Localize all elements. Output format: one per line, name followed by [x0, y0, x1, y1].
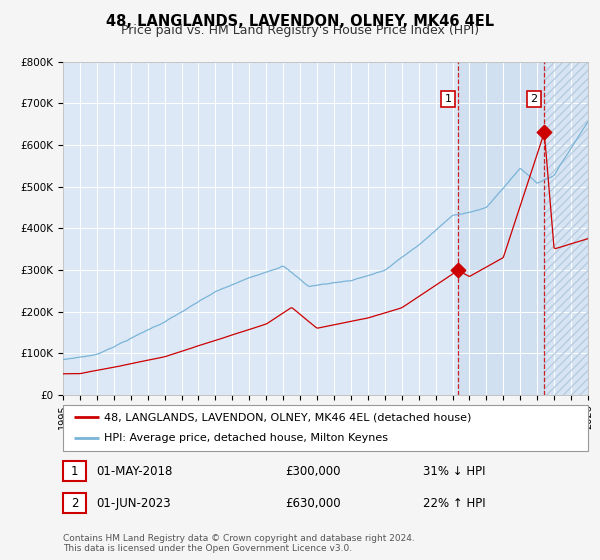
Text: 01-MAY-2018: 01-MAY-2018 — [96, 465, 172, 478]
Text: 2: 2 — [71, 497, 78, 510]
Text: 31% ↓ HPI: 31% ↓ HPI — [423, 465, 485, 478]
Text: 22% ↑ HPI: 22% ↑ HPI — [423, 497, 485, 510]
Point — [454, 265, 463, 274]
Text: Contains HM Land Registry data © Crown copyright and database right 2024.
This d: Contains HM Land Registry data © Crown c… — [63, 534, 415, 553]
Text: 48, LANGLANDS, LAVENDON, OLNEY, MK46 4EL: 48, LANGLANDS, LAVENDON, OLNEY, MK46 4EL — [106, 14, 494, 29]
Text: 1: 1 — [71, 465, 78, 478]
Text: £630,000: £630,000 — [285, 497, 341, 510]
Text: 1: 1 — [445, 94, 451, 104]
Bar — [544, 62, 588, 395]
Text: £300,000: £300,000 — [285, 465, 341, 478]
Text: 2: 2 — [530, 94, 538, 104]
Point — [539, 128, 549, 137]
Text: HPI: Average price, detached house, Milton Keynes: HPI: Average price, detached house, Milt… — [104, 433, 388, 444]
Text: 01-JUN-2023: 01-JUN-2023 — [96, 497, 170, 510]
Text: 48, LANGLANDS, LAVENDON, OLNEY, MK46 4EL (detached house): 48, LANGLANDS, LAVENDON, OLNEY, MK46 4EL… — [104, 412, 471, 422]
Text: Price paid vs. HM Land Registry's House Price Index (HPI): Price paid vs. HM Land Registry's House … — [121, 24, 479, 37]
Bar — [458, 62, 544, 395]
Bar — [544, 62, 588, 395]
